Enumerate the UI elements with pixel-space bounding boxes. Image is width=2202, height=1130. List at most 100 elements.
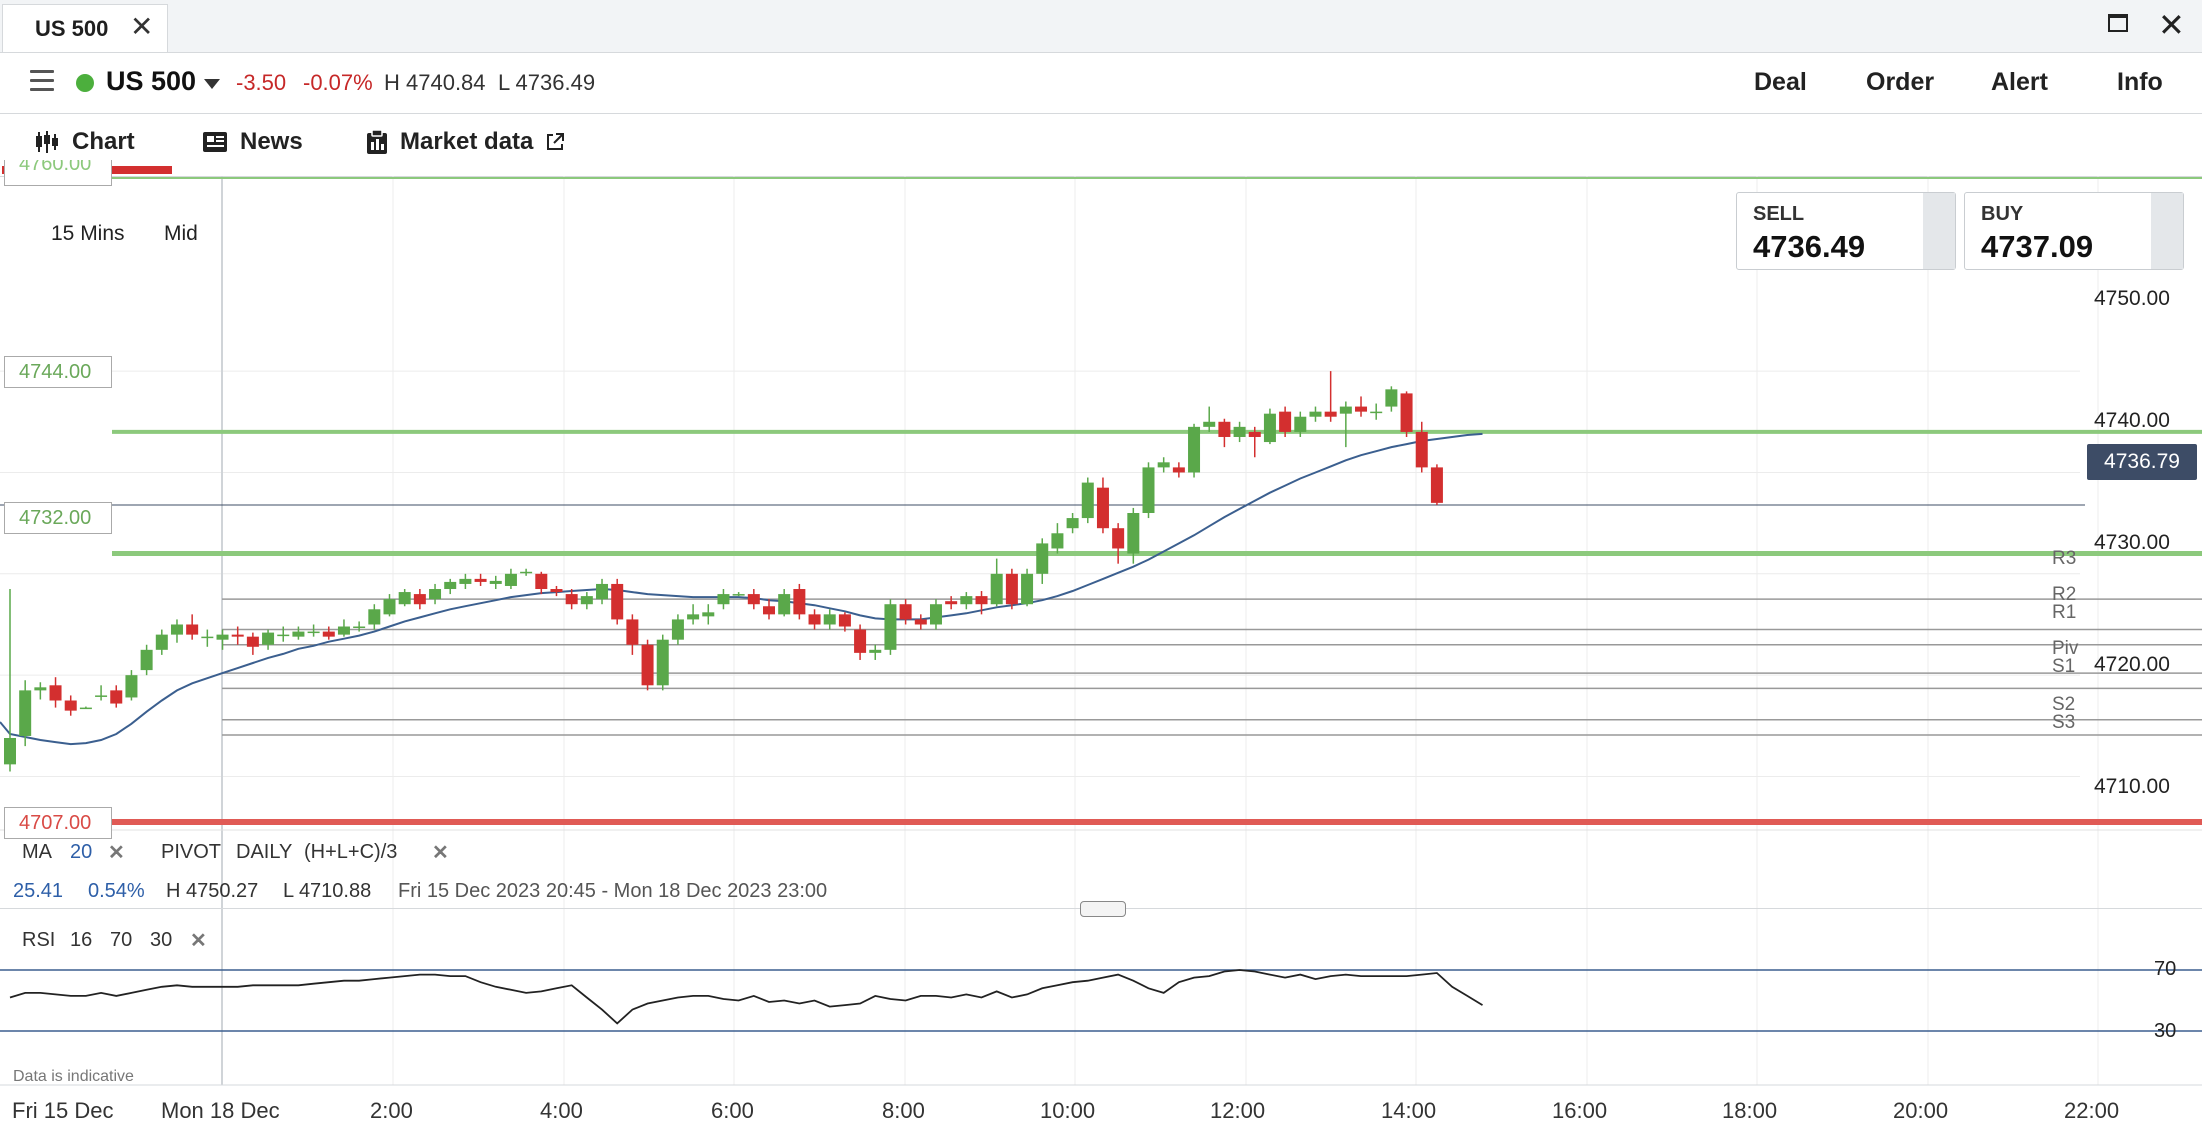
price-change: -3.50: [236, 70, 287, 95]
x-label-9: 16:00: [1552, 1098, 1608, 1123]
candles: [4, 371, 1443, 772]
remove-rsi-icon[interactable]: ✕: [190, 930, 207, 952]
candle-down: [535, 573, 548, 590]
candle-down: [1355, 406, 1368, 412]
candle-up: [504, 573, 517, 586]
tab-news-label: News: [240, 128, 303, 155]
candle-down: [246, 636, 259, 647]
sell-button[interactable]: SELL 4736.49: [1736, 192, 1956, 270]
pivot-label-r1: R1: [2052, 602, 2077, 623]
tab-news[interactable]: News: [202, 128, 303, 156]
candle-down: [914, 619, 927, 625]
rsi-lower[interactable]: 30: [150, 929, 173, 951]
rsi-panel: [0, 969, 2202, 1032]
close-tab-icon[interactable]: ✕: [130, 11, 154, 42]
clipboard-icon: [367, 129, 387, 154]
buy-strip: [2151, 193, 2183, 269]
pivot-label[interactable]: PIVOT: [161, 841, 222, 863]
hamburger-menu-icon[interactable]: [30, 70, 54, 97]
order-button[interactable]: Order: [1866, 68, 1935, 96]
tab-chart[interactable]: Chart: [34, 128, 135, 156]
level-label-top[interactable]: 4760.00: [4, 160, 112, 186]
rsi-tick-70: 70: [2154, 958, 2177, 980]
price-change-pct: -0.07%: [303, 70, 373, 95]
close-window-icon[interactable]: ✕: [2158, 7, 2185, 43]
pivot-lines: [222, 598, 2202, 736]
candle-down: [793, 589, 806, 615]
tab-chart-label: Chart: [72, 128, 135, 155]
ma-label[interactable]: MA: [22, 841, 52, 863]
candle-up: [262, 632, 275, 645]
candle-up: [884, 604, 897, 650]
candle-up: [201, 636, 214, 639]
x-label-3: 4:00: [540, 1098, 583, 1123]
alert-button[interactable]: Alert: [1991, 68, 2048, 96]
candle-up: [960, 596, 973, 605]
candle-down: [1430, 467, 1443, 503]
remove-pivot-icon[interactable]: ✕: [432, 842, 449, 864]
pivot-label-piv: Piv: [2052, 638, 2079, 659]
level-label-stop[interactable]: 4707.00: [4, 807, 112, 839]
stat-change: 25.41: [13, 880, 64, 902]
window-tab[interactable]: US 500: [2, 4, 168, 52]
pivot-formula[interactable]: (H+L+C)/3: [304, 841, 398, 863]
candle-up: [1203, 421, 1216, 427]
panel-resize-handle[interactable]: [1080, 901, 1126, 917]
x-label-4: 6:00: [711, 1098, 754, 1123]
date-range: Fri 15 Dec 2023 20:45 - Mon 18 Dec 2023 …: [398, 880, 828, 902]
chart-grid: [0, 176, 2202, 1086]
candle-up: [869, 649, 882, 653]
maximize-icon[interactable]: [2108, 14, 2128, 32]
candle-up: [429, 589, 442, 600]
candle-down: [413, 594, 426, 605]
candle-up: [1188, 426, 1201, 473]
rsi-line: [9, 969, 1483, 1025]
candle-down: [1279, 411, 1292, 432]
ma-period[interactable]: 20: [70, 841, 93, 863]
candle-up: [596, 583, 609, 600]
buy-price: 4737.09: [1981, 229, 2094, 264]
candle-up: [292, 631, 305, 637]
candle-up: [1385, 389, 1398, 407]
candle-up: [717, 594, 730, 605]
pivot-period[interactable]: DAILY: [236, 841, 293, 863]
x-label-7: 12:00: [1210, 1098, 1266, 1123]
price-mode-selector[interactable]: Mid: [164, 222, 198, 245]
buy-button[interactable]: BUY 4737.09: [1964, 192, 2184, 270]
rsi-upper[interactable]: 70: [110, 929, 133, 951]
stat-high: H 4750.27: [166, 880, 259, 902]
candle-up: [580, 596, 593, 605]
price-chart[interactable]: [0, 176, 2202, 1130]
candle-up: [79, 707, 92, 710]
y-tick-4740: 4740.00: [2094, 409, 2170, 432]
rsi-period[interactable]: 16: [70, 929, 93, 951]
candle-up: [702, 612, 715, 617]
tab-market-data[interactable]: Market data: [366, 128, 565, 156]
x-label-12: 22:00: [2064, 1098, 2120, 1123]
info-button[interactable]: Info: [2117, 68, 2163, 96]
y-tick-4730: 4730.00: [2094, 531, 2170, 554]
timeframe-selector[interactable]: 15 Mins: [51, 222, 125, 245]
rsi-label[interactable]: RSI: [22, 929, 56, 951]
remove-ma-icon[interactable]: ✕: [108, 842, 125, 864]
candle-down: [1248, 431, 1261, 437]
candle-up: [337, 626, 350, 635]
y-tick-4750: 4750.00: [2094, 287, 2170, 310]
instrument-symbol[interactable]: US 500: [106, 66, 197, 96]
current-price-tag: 4736.79: [2087, 444, 2197, 480]
candle-up: [1294, 416, 1307, 432]
x-label-8: 14:00: [1381, 1098, 1437, 1123]
deal-button[interactable]: Deal: [1754, 68, 1807, 96]
sell-price: 4736.49: [1753, 229, 1866, 264]
chevron-down-icon[interactable]: [204, 79, 220, 89]
candle-up: [1309, 411, 1322, 417]
candle-up: [444, 581, 457, 590]
x-label-11: 20:00: [1893, 1098, 1949, 1123]
level-label-upper[interactable]: 4744.00: [4, 356, 112, 388]
candle-up: [687, 614, 700, 620]
level-label-lower[interactable]: 4732.00: [4, 502, 112, 534]
y-tick-4710: 4710.00: [2094, 775, 2170, 798]
candle-up: [1036, 543, 1049, 574]
tab-title: US 500: [35, 15, 109, 41]
day-high: H 4740.84: [384, 70, 486, 95]
